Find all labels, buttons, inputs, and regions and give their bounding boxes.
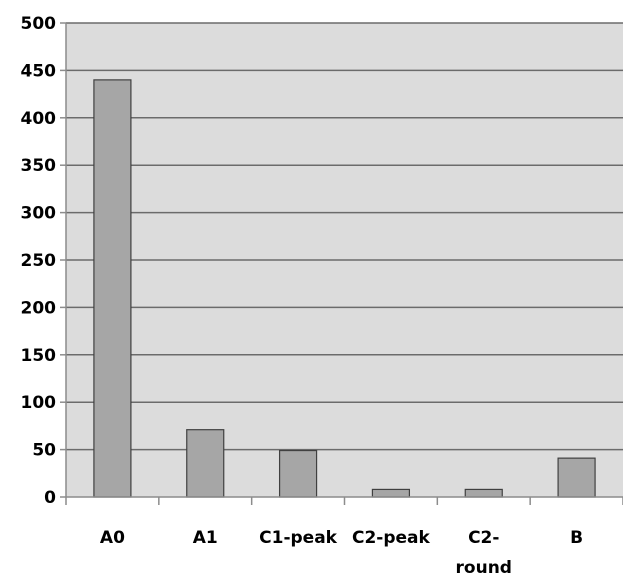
- bar-C2-peak: [371, 488, 411, 498]
- y-tick-labels: 0 50 100 150 200 250 300 350 400 450 500: [21, 14, 57, 508]
- x-tick-label: B: [570, 528, 583, 548]
- x-tick-label: A1: [193, 528, 218, 548]
- y-tick-label: 100: [21, 393, 57, 413]
- bars: [93, 79, 596, 498]
- y-tick-label: 500: [21, 14, 57, 34]
- x-tick-label: C2-peak: [352, 528, 431, 548]
- y-tick-label: 200: [21, 298, 57, 318]
- y-tick-label: 50: [32, 441, 56, 461]
- bar-C2-round: [464, 488, 503, 498]
- y-tick-label: 400: [21, 109, 57, 129]
- y-tick-label: 250: [21, 251, 57, 271]
- x-tick-label: C2-round: [456, 528, 512, 578]
- y-tick-label: 150: [21, 346, 57, 366]
- x-tick-labels: A0 A1 C1-peak C2-peak C2-round B: [100, 528, 583, 578]
- bar-A1: [186, 429, 225, 498]
- bar-B: [557, 457, 596, 498]
- gridlines: [66, 22, 623, 451]
- x-tick-label: A0: [100, 528, 125, 548]
- x-tick-label: C1-peak: [259, 528, 338, 548]
- y-tick-label: 350: [21, 156, 57, 176]
- y-tick-label: 300: [21, 204, 57, 224]
- bar-A0: [93, 79, 132, 498]
- bar-C1-peak: [278, 449, 318, 498]
- y-tick-label: 0: [44, 488, 56, 508]
- y-tick-label: 450: [21, 61, 57, 81]
- axes: [60, 22, 623, 505]
